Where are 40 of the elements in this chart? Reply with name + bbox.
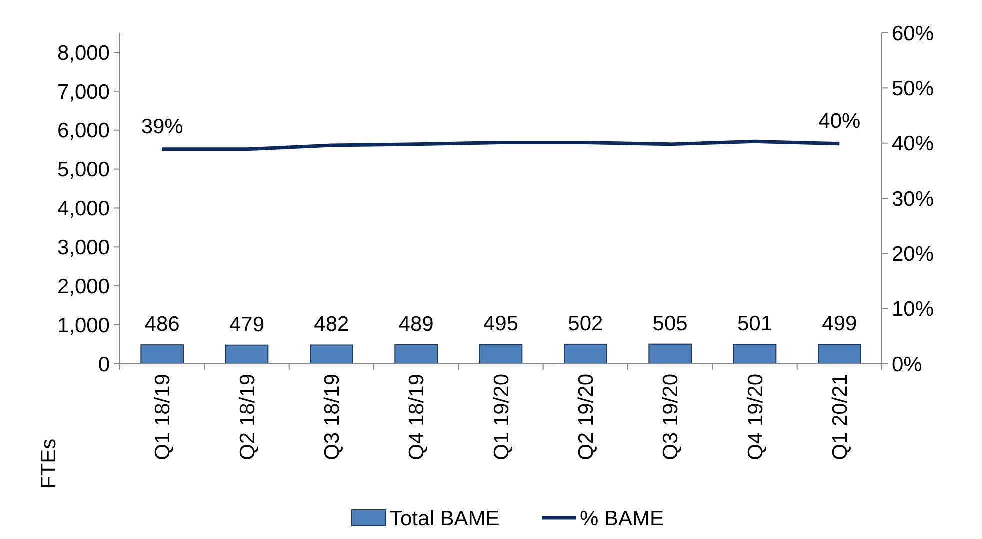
y2-tick-label: 0% xyxy=(892,353,922,376)
y-axis-title: FTEs xyxy=(37,438,60,490)
y-tick-label: 3,000 xyxy=(57,236,110,260)
data-label: 40% xyxy=(818,110,861,133)
y-tick-label: 5,000 xyxy=(57,158,110,182)
x-tick-label: Q3 19/20 xyxy=(660,374,683,460)
y-tick-label: 0 xyxy=(98,353,110,376)
y-tick-label: 6,000 xyxy=(57,120,110,143)
data-label: 502 xyxy=(568,312,604,336)
data-label: 479 xyxy=(229,313,265,336)
y-tick-label: 4,000 xyxy=(57,198,110,221)
y2-tick-label: 50% xyxy=(892,78,934,101)
legend-label: % BAME xyxy=(580,507,664,530)
y2-tick-label: 30% xyxy=(892,188,934,211)
y-tick-label: 7,000 xyxy=(57,80,110,104)
y-tick-label: 8,000 xyxy=(57,42,110,65)
data-label: 499 xyxy=(822,312,858,336)
x-tick-label: Q2 19/20 xyxy=(575,374,598,460)
data-label: 482 xyxy=(314,313,350,336)
data-label: 501 xyxy=(737,312,773,336)
y2-tick-label: 20% xyxy=(892,243,934,266)
y-tick-label: 1,000 xyxy=(57,314,110,338)
line-series xyxy=(160,140,842,152)
data-label: 495 xyxy=(483,312,519,336)
x-tick-label: Q2 18/19 xyxy=(236,374,260,460)
legend-label: Total BAME xyxy=(390,507,500,530)
data-label: 489 xyxy=(398,312,434,336)
x-tick-label: Q4 18/19 xyxy=(406,374,429,460)
data-label: 486 xyxy=(144,313,180,336)
data-label: 505 xyxy=(652,312,688,336)
y2-tick-label: 40% xyxy=(892,132,934,156)
x-tick-label: Q1 20/21 xyxy=(829,374,852,460)
x-tick-label: Q1 19/20 xyxy=(490,374,514,460)
y2-tick-label: 10% xyxy=(892,298,934,322)
x-tick-label: Q4 19/20 xyxy=(744,374,768,460)
y-tick-label: 2,000 xyxy=(57,275,110,298)
x-tick-label: Q1 18/19 xyxy=(152,374,175,460)
data-label: 39% xyxy=(141,115,184,138)
x-tick-label: Q3 18/19 xyxy=(321,374,344,460)
y2-tick-label: 60% xyxy=(892,22,934,46)
